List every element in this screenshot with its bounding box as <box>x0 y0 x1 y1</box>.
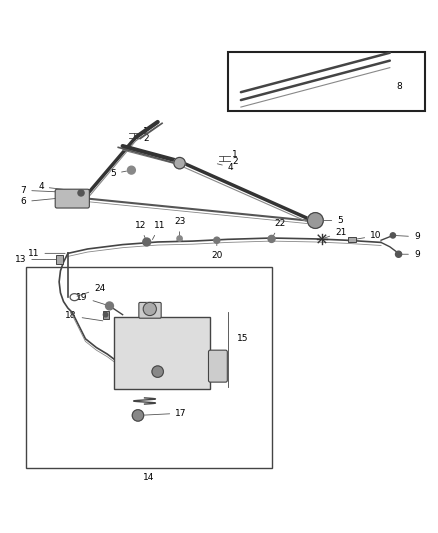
Text: 21: 21 <box>325 228 346 238</box>
Circle shape <box>143 302 156 316</box>
Circle shape <box>307 213 323 229</box>
Circle shape <box>127 166 135 174</box>
Text: 17: 17 <box>141 409 187 418</box>
Text: 12: 12 <box>134 221 146 239</box>
Text: 11: 11 <box>152 221 166 239</box>
Text: 11: 11 <box>28 249 65 258</box>
Bar <box>103 311 109 319</box>
Circle shape <box>174 157 185 169</box>
Text: 4: 4 <box>217 163 233 172</box>
Text: 9: 9 <box>396 232 420 241</box>
Text: 8: 8 <box>396 83 402 92</box>
Text: 23: 23 <box>174 217 185 236</box>
Text: 6: 6 <box>21 197 65 206</box>
Circle shape <box>143 238 151 246</box>
Circle shape <box>390 233 396 238</box>
FancyBboxPatch shape <box>139 302 161 318</box>
Text: 2: 2 <box>232 157 238 166</box>
Circle shape <box>177 236 182 241</box>
Circle shape <box>152 366 163 377</box>
Bar <box>26 266 272 468</box>
Circle shape <box>106 302 113 310</box>
Circle shape <box>132 410 144 421</box>
Text: 20: 20 <box>211 243 223 260</box>
Text: 5: 5 <box>110 169 127 178</box>
Text: 15: 15 <box>237 334 248 343</box>
Text: 19: 19 <box>76 293 107 305</box>
Text: 1: 1 <box>143 127 149 136</box>
Text: 16: 16 <box>160 367 195 376</box>
Bar <box>228 52 425 111</box>
Text: 1: 1 <box>232 150 238 159</box>
Text: 4: 4 <box>38 182 76 191</box>
Text: 24: 24 <box>77 284 106 296</box>
Text: 7: 7 <box>21 186 78 195</box>
Text: 18: 18 <box>65 311 103 321</box>
Text: 22: 22 <box>273 219 286 237</box>
Text: 5: 5 <box>320 216 343 225</box>
Circle shape <box>103 312 108 317</box>
FancyBboxPatch shape <box>55 189 89 208</box>
Circle shape <box>396 251 402 257</box>
Circle shape <box>268 236 275 243</box>
Text: 13: 13 <box>15 255 57 264</box>
Circle shape <box>214 237 220 243</box>
FancyBboxPatch shape <box>114 317 210 389</box>
Bar <box>348 237 356 243</box>
Bar <box>56 255 63 264</box>
Text: 14: 14 <box>143 473 155 482</box>
FancyBboxPatch shape <box>208 350 227 382</box>
Text: 9: 9 <box>401 250 420 259</box>
Circle shape <box>78 190 84 196</box>
Text: 2: 2 <box>143 134 149 143</box>
Text: 10: 10 <box>355 231 381 240</box>
